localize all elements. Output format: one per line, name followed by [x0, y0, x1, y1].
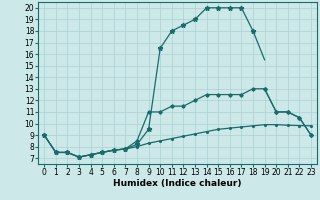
X-axis label: Humidex (Indice chaleur): Humidex (Indice chaleur) [113, 179, 242, 188]
